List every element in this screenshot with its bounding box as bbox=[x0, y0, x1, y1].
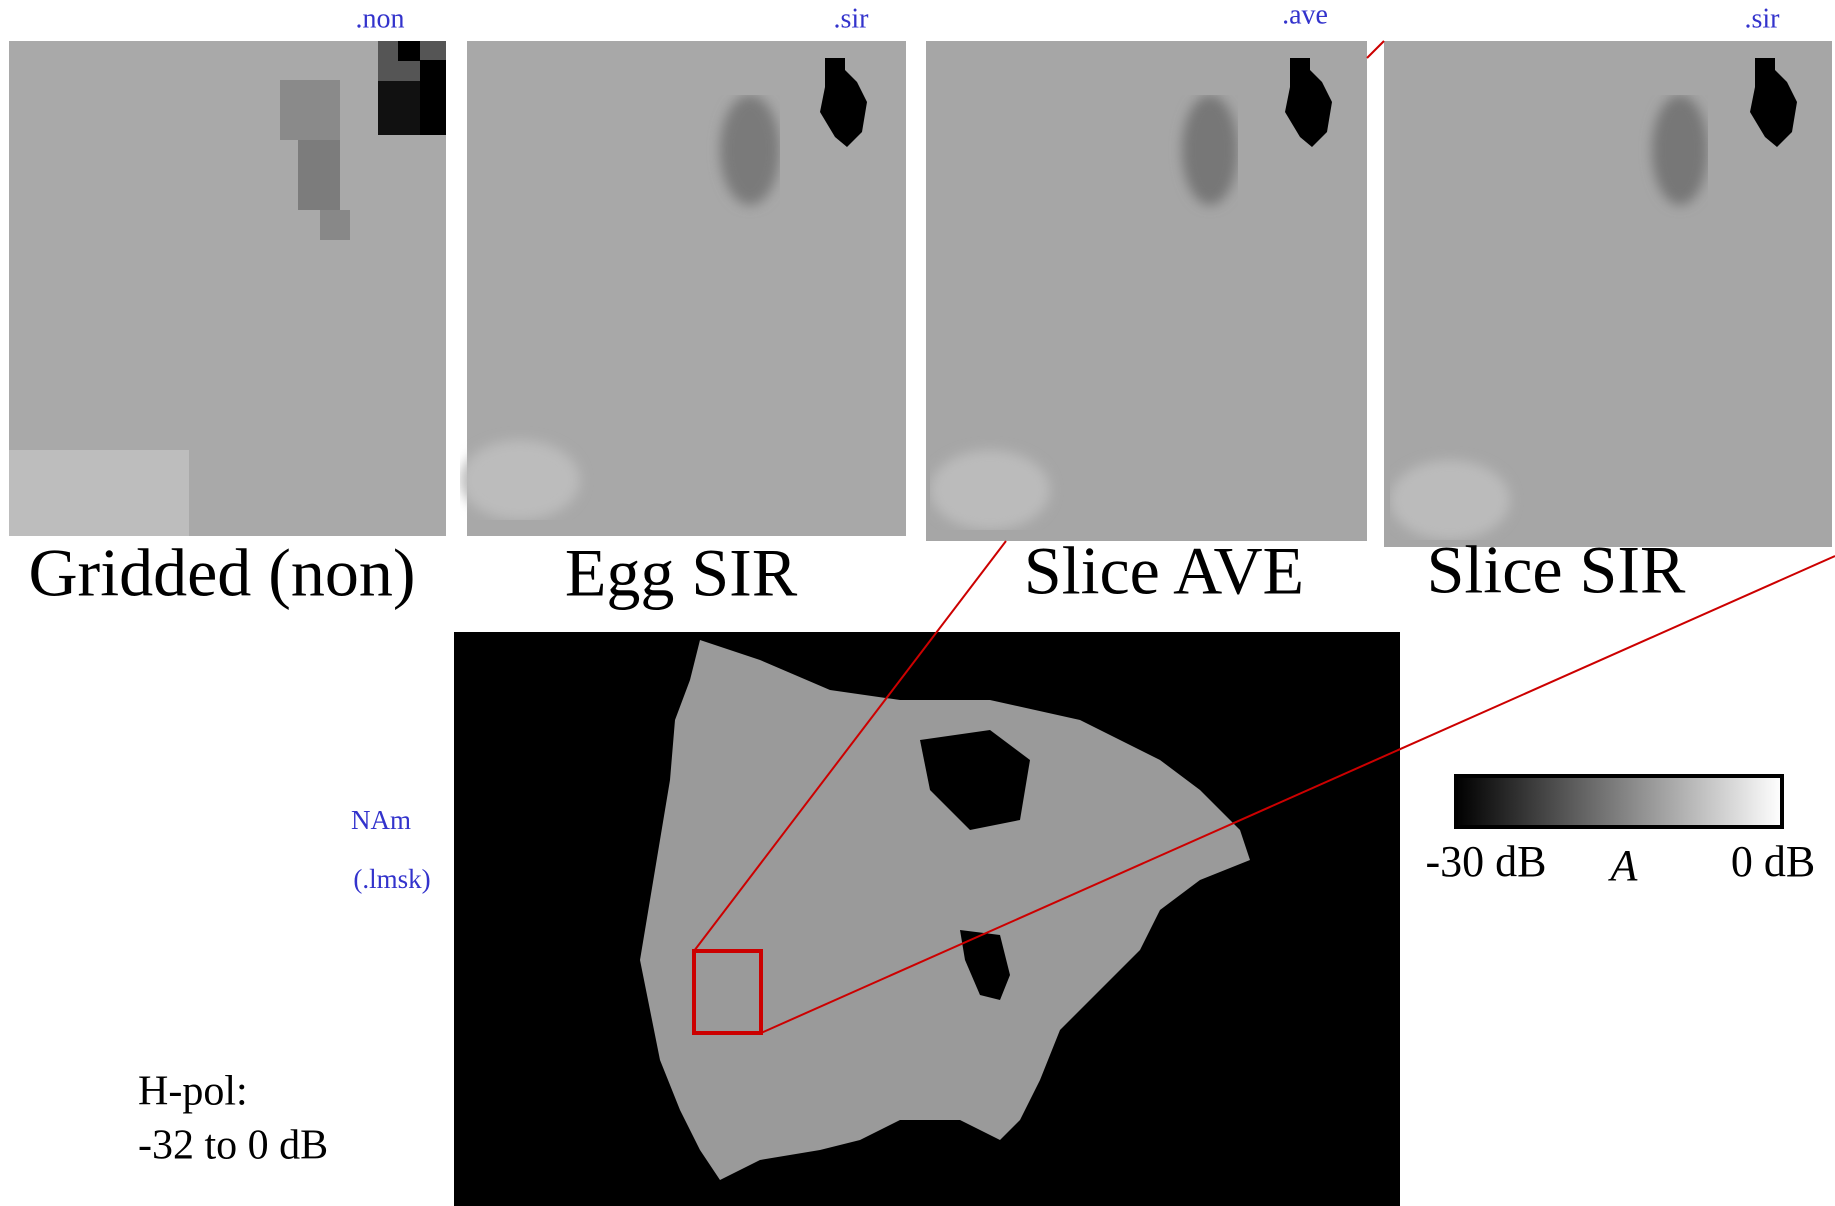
note: H-pol: bbox=[138, 1069, 248, 1115]
panel-tag: .sir bbox=[1745, 3, 1781, 34]
zoom-line bbox=[1367, 41, 1384, 58]
panel-label: Egg SIR bbox=[565, 535, 798, 611]
panel-label: Gridded (non) bbox=[28, 535, 415, 611]
panel-label: Slice AVE bbox=[1024, 533, 1304, 609]
map-tag: (.lmsk) bbox=[353, 864, 430, 894]
map bbox=[454, 632, 1400, 1206]
colorbar-min: -30 dB bbox=[1426, 837, 1547, 886]
panel-tag: .non bbox=[356, 3, 405, 34]
panel-slice-ave bbox=[926, 41, 1367, 541]
map-region: NAm bbox=[351, 805, 411, 835]
note: -32 to 0 dB bbox=[138, 1123, 328, 1169]
panel-egg-sir bbox=[460, 41, 906, 536]
panel-tag: .sir bbox=[834, 3, 870, 34]
panel-gridded bbox=[9, 41, 446, 536]
page: .non .sir .ave .sir Gridded (non) Egg SI… bbox=[0, 0, 1835, 1206]
colorbar bbox=[1456, 776, 1782, 827]
colorbar-max: 0 dB bbox=[1731, 837, 1815, 886]
panel-label: Slice SIR bbox=[1427, 532, 1686, 608]
panel-tag: .ave bbox=[1282, 0, 1328, 30]
colorbar-title: A bbox=[1608, 841, 1639, 890]
panel-slice-sir bbox=[1384, 41, 1832, 547]
figure: .non .sir .ave .sir Gridded (non) Egg SI… bbox=[0, 0, 1835, 1206]
